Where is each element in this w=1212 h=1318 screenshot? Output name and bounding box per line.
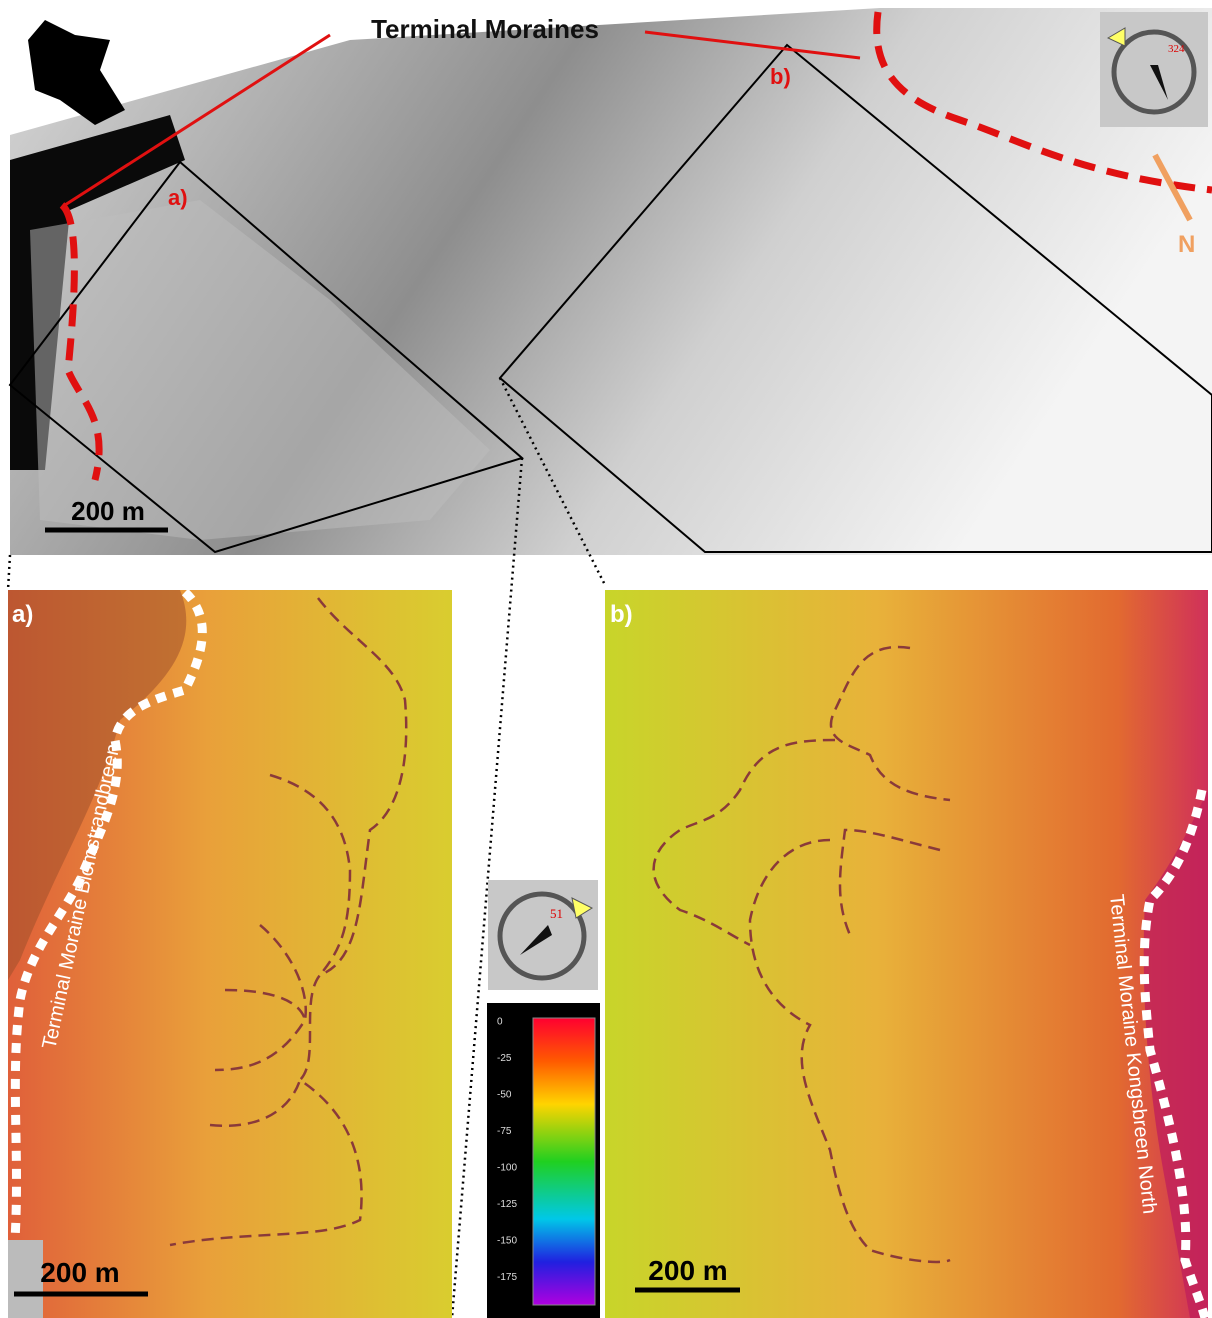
colorbar — [533, 1018, 595, 1305]
panel-label: b) — [610, 601, 633, 628]
compass-heading: 324 — [1168, 43, 1185, 55]
colorbar-tick-label: -25 — [497, 1053, 512, 1064]
inset-map — [28, 20, 125, 125]
figure: Terminal Moraines a) b) 324 N 200 m Term… — [0, 0, 1212, 1318]
colorbar-tick-label: -125 — [497, 1199, 517, 1210]
colorbar-tick-label: 0 — [497, 1017, 503, 1028]
marker: b) — [770, 64, 791, 89]
compass-heading: 51 — [550, 906, 563, 921]
panel-label: a) — [12, 601, 33, 628]
colorbar-tick-label: -75 — [497, 1126, 512, 1137]
colorbar-tick-label: -175 — [497, 1272, 517, 1283]
marker: a) — [168, 185, 188, 210]
title: Terminal Moraines — [371, 14, 599, 44]
scale-label: 200 m — [648, 1255, 727, 1286]
page: {"overview":{"label":"Terminal Moraines"… — [0, 0, 1212, 1318]
colorbar-tick-label: -150 — [497, 1236, 517, 1247]
nodata — [8, 1240, 43, 1318]
colorbar-tick-label: -100 — [497, 1163, 517, 1174]
scale-label: 200 m — [71, 496, 145, 526]
colorbar-tick-label: -50 — [497, 1090, 512, 1101]
north-label: N — [1178, 231, 1195, 258]
scale-label: 200 m — [40, 1257, 119, 1288]
